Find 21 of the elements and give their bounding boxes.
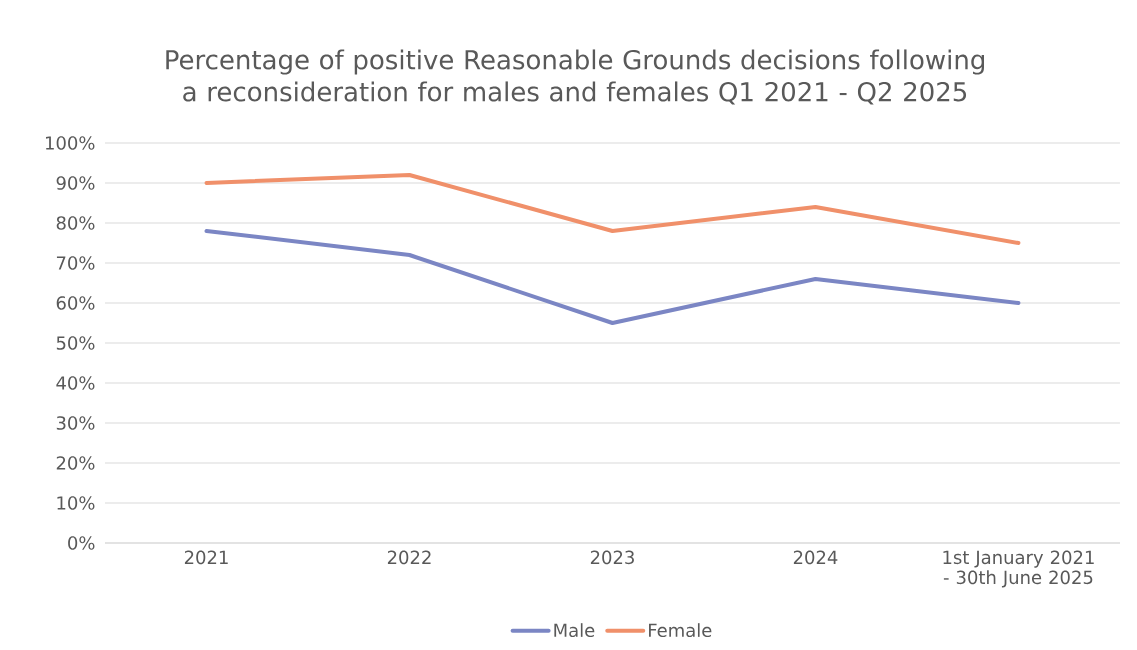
y-tick-label: 0% <box>68 536 95 550</box>
y-tick-label: 50% <box>56 336 95 350</box>
x-tick-label: 2022 <box>387 550 431 565</box>
y-tick-label: 20% <box>56 456 95 470</box>
y-tick-label: 90% <box>56 176 95 190</box>
y-tick-label: 100% <box>46 136 95 150</box>
legend-label: Male <box>554 623 595 638</box>
y-tick-label: 60% <box>56 296 95 310</box>
x-tick-label: 2021 <box>184 550 228 565</box>
y-tick-label: 30% <box>56 416 95 430</box>
y-tick-label: 80% <box>56 216 95 230</box>
x-tick-label: 2023 <box>590 550 634 565</box>
chart-title: Percentage of positive Reasonable Grounds decisions following a reconsideration for males and females Q1 2021 - Q2 2025 <box>166 49 984 105</box>
line-series <box>204 172 1021 245</box>
y-tick-label: 10% <box>57 496 95 510</box>
x-tick-label: 2024 <box>793 550 838 565</box>
y-tick-label: 40% <box>56 376 95 390</box>
y-tick-label: 70% <box>56 256 95 270</box>
legend-label: Female <box>649 623 712 638</box>
x-tick-label: 1st January 2021 - 30th June 2025 <box>943 550 1094 588</box>
line-series <box>204 228 1021 325</box>
